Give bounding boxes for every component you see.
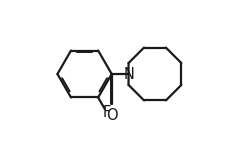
Text: O: O — [107, 108, 118, 123]
Text: N: N — [123, 66, 134, 82]
Text: F: F — [102, 105, 111, 120]
